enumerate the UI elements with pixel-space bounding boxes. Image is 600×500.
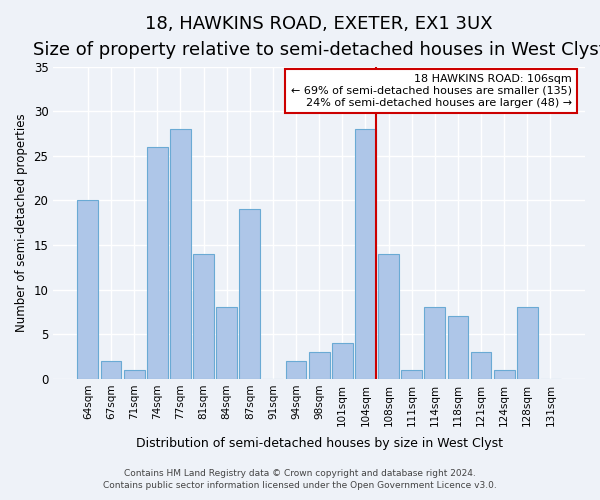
Bar bbox=[101, 361, 121, 379]
Bar bbox=[448, 316, 469, 379]
Bar bbox=[378, 254, 399, 379]
Bar bbox=[355, 129, 376, 379]
Bar bbox=[170, 129, 191, 379]
Bar bbox=[216, 308, 237, 379]
Y-axis label: Number of semi-detached properties: Number of semi-detached properties bbox=[15, 114, 28, 332]
X-axis label: Distribution of semi-detached houses by size in West Clyst: Distribution of semi-detached houses by … bbox=[136, 437, 503, 450]
Bar bbox=[239, 210, 260, 379]
Title: 18, HAWKINS ROAD, EXETER, EX1 3UX
Size of property relative to semi-detached hou: 18, HAWKINS ROAD, EXETER, EX1 3UX Size o… bbox=[33, 15, 600, 60]
Bar bbox=[494, 370, 515, 379]
Bar bbox=[424, 308, 445, 379]
Bar bbox=[332, 343, 353, 379]
Bar bbox=[470, 352, 491, 379]
Bar bbox=[517, 308, 538, 379]
Bar bbox=[286, 361, 307, 379]
Text: 18 HAWKINS ROAD: 106sqm
← 69% of semi-detached houses are smaller (135)
24% of s: 18 HAWKINS ROAD: 106sqm ← 69% of semi-de… bbox=[291, 74, 572, 108]
Text: Contains HM Land Registry data © Crown copyright and database right 2024.
Contai: Contains HM Land Registry data © Crown c… bbox=[103, 468, 497, 490]
Bar bbox=[193, 254, 214, 379]
Bar bbox=[77, 200, 98, 379]
Bar bbox=[124, 370, 145, 379]
Bar bbox=[309, 352, 329, 379]
Bar bbox=[147, 147, 167, 379]
Bar bbox=[401, 370, 422, 379]
